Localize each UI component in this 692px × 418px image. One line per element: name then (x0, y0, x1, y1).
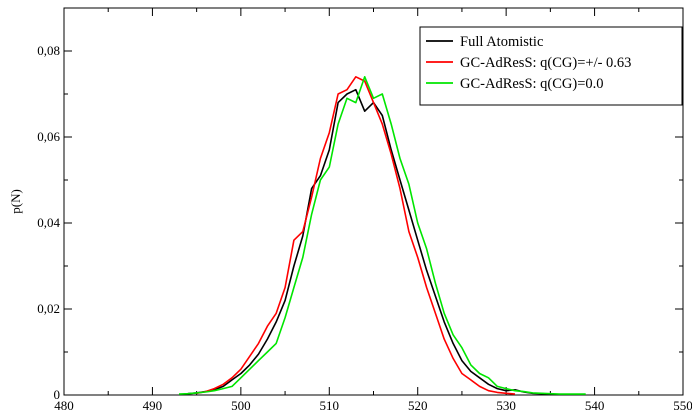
series-line-3 (178, 76, 586, 395)
series-line-1 (187, 88, 551, 395)
x-tick-label: 540 (585, 398, 605, 413)
x-tick-label: 480 (54, 398, 74, 413)
legend: Full Atomistic GC-AdResS: q(CG)=+/- 0.63 G… (419, 26, 683, 106)
x-tick-label: 550 (673, 398, 692, 413)
y-tick-label: 0 (54, 387, 61, 402)
legend-box (419, 26, 683, 106)
y-tick-label: 0,02 (37, 301, 60, 316)
x-tick-label: 510 (320, 398, 340, 413)
y-axis-label: p(N) (8, 189, 23, 214)
legend-label: GC-AdResS: q(CG)=+/- 0.63 (460, 55, 631, 71)
x-tick-label: 520 (408, 398, 428, 413)
axes: 480 490 500 510 520 530 540 550 0 0,02 0,04 0,06 0,0… (37, 7, 692, 413)
series-lines (178, 76, 586, 395)
legend-label: Full Atomistic (460, 34, 543, 50)
x-tick-label: 500 (231, 398, 251, 413)
y-tick-label: 0,04 (37, 215, 60, 230)
legend-label: GC-AdResS: q(CG)=0.0 (460, 76, 604, 92)
x-tick-label: 490 (143, 398, 163, 413)
y-tick-label: 0,06 (37, 129, 60, 144)
y-tick-label: 0,08 (37, 43, 60, 58)
series-line-2 (196, 76, 516, 395)
x-tick-label: 530 (496, 398, 516, 413)
